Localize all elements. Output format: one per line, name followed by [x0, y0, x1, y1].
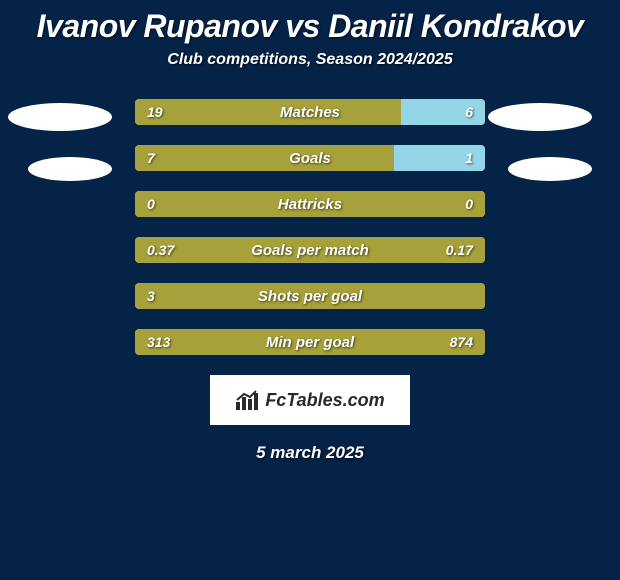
avatar-ellipse: [508, 157, 592, 181]
page-title: Ivanov Rupanov vs Daniil Kondrakov: [0, 0, 620, 45]
stats-area: 196Matches 71Goals 00Hattricks 0.370.17Goal…: [0, 99, 620, 355]
stat-category-label: Shots per goal: [135, 283, 485, 309]
chart-icon: [235, 390, 259, 410]
bars-wrapper: 196Matches 71Goals 00Hattricks 0.370.17Goal…: [0, 99, 620, 355]
avatar-ellipse: [28, 157, 112, 181]
stat-category-label: Hattricks: [135, 191, 485, 217]
page-subtitle: Club competitions, Season 2024/2025: [0, 51, 620, 69]
infographic-container: Ivanov Rupanov vs Daniil Kondrakov Club …: [0, 0, 620, 580]
logo-box: FcTables.com: [210, 375, 410, 425]
stat-category-label: Goals per match: [135, 237, 485, 263]
stat-bar: 313874Min per goal: [135, 329, 485, 355]
avatar-ellipse: [8, 103, 112, 131]
stat-bar: 196Matches: [135, 99, 485, 125]
stat-category-label: Goals: [135, 145, 485, 171]
date-text: 5 march 2025: [0, 443, 620, 463]
stat-bar: 3Shots per goal: [135, 283, 485, 309]
stat-bar: 0.370.17Goals per match: [135, 237, 485, 263]
stat-bar: 71Goals: [135, 145, 485, 171]
stat-category-label: Matches: [135, 99, 485, 125]
stat-bar: 00Hattricks: [135, 191, 485, 217]
avatar-ellipse: [488, 103, 592, 131]
stat-category-label: Min per goal: [135, 329, 485, 355]
logo-text: FcTables.com: [265, 390, 384, 411]
